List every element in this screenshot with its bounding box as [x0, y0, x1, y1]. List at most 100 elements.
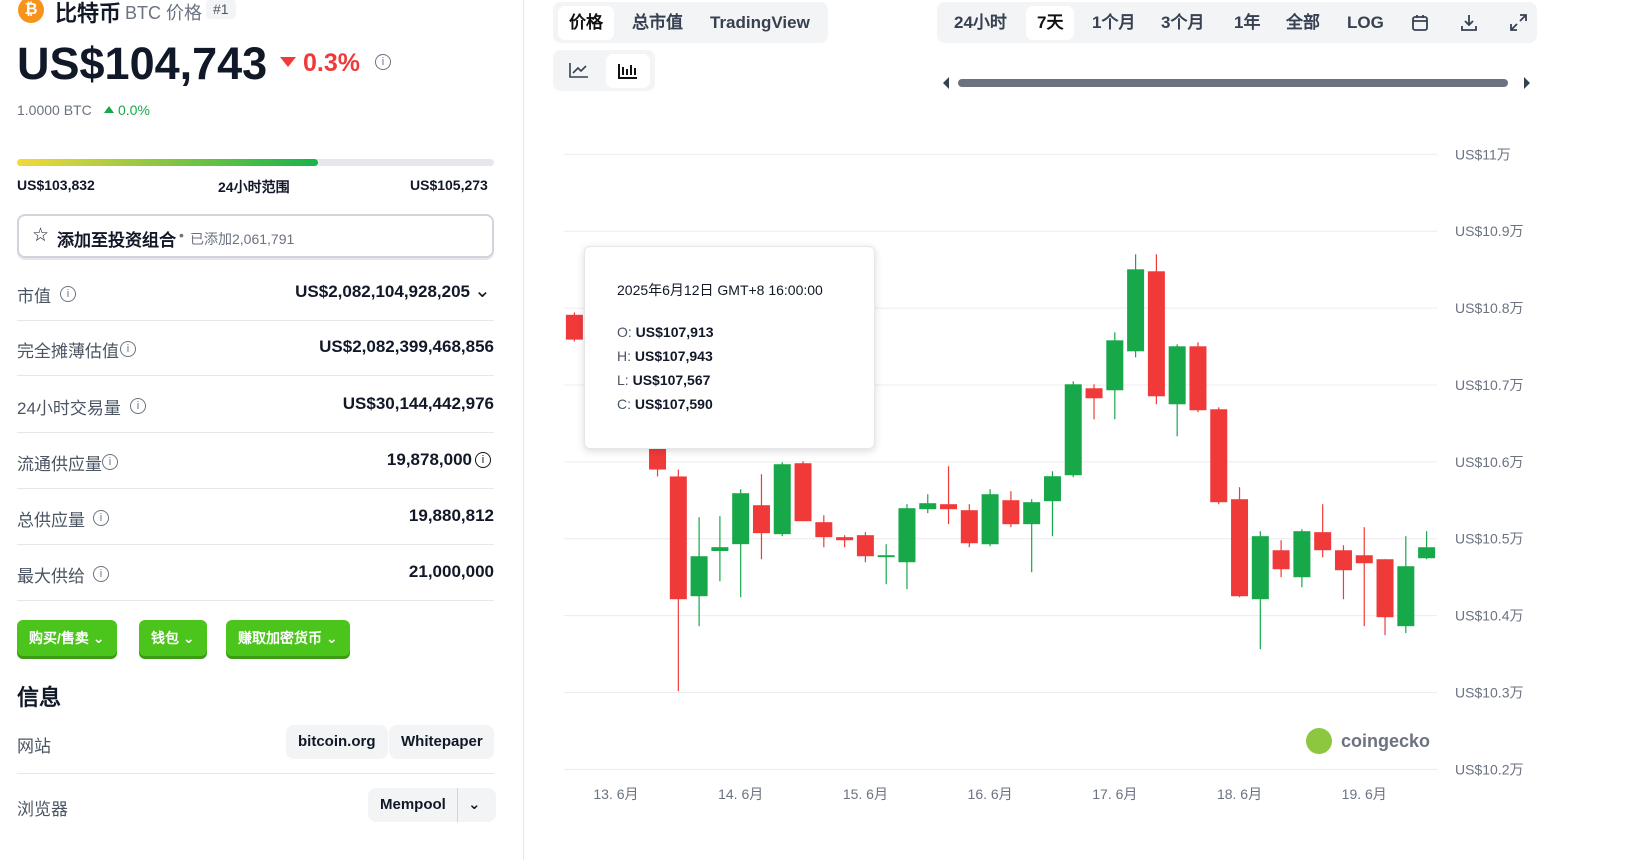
price-chart: US$10.2万 US$10.3万 US$10.4万 US$10.5万 US$10.6万…: [564, 146, 1523, 802]
earn-button[interactable]: 赚取加密货币 ⌄: [226, 620, 350, 656]
stat-label: 流通供应量: [17, 455, 102, 474]
tooltip-key: H:: [617, 348, 631, 364]
separator: [17, 600, 494, 601]
website-label: 网站: [17, 737, 51, 756]
info-icon[interactable]: i: [102, 454, 118, 470]
candle-body: [1397, 566, 1415, 627]
stat-label: 市值: [17, 287, 51, 306]
candle-body: [732, 493, 750, 545]
x-tick-label: 18. 6月: [1217, 786, 1262, 802]
candle-body: [1272, 550, 1290, 570]
stat-value: 21,000,000: [408, 562, 494, 581]
download-icon[interactable]: [1461, 14, 1477, 31]
separator: [17, 544, 494, 545]
info-icon[interactable]: i: [93, 510, 109, 526]
wallet-button[interactable]: 钱包 ⌄: [139, 620, 207, 656]
link-label: Mempool: [380, 796, 446, 813]
btc-price: 1.0000 BTC: [17, 102, 92, 118]
range-tab[interactable]: 1个月: [1092, 13, 1136, 32]
info-icon[interactable]: i: [375, 54, 391, 70]
candle-body: [1127, 269, 1145, 352]
stat-label: 总供应量: [17, 511, 85, 530]
stat-label: 完全摊薄估值: [17, 342, 119, 361]
tooltip-value: US$107,943: [634, 348, 713, 364]
tab[interactable]: TradingView: [710, 13, 810, 32]
tooltip-key: L:: [617, 372, 629, 388]
candle-body: [1418, 547, 1436, 559]
link-button[interactable]: Whitepaper: [389, 725, 494, 759]
range-tab[interactable]: 7天: [1026, 6, 1075, 40]
range-tab[interactable]: LOG: [1347, 13, 1384, 32]
stat-value: 19,878,000: [386, 450, 472, 469]
info-icon[interactable]: i: [60, 286, 76, 302]
info-icon[interactable]: i: [93, 566, 109, 582]
tooltip-key: O:: [617, 324, 632, 340]
tooltip-title: 2025年6月12日 GMT+8 16:00:00: [617, 282, 823, 298]
range-tabs: 24小时 7天 1个月 3个月 1年 全部 LOG: [937, 2, 1537, 43]
info-icon[interactable]: i: [475, 452, 491, 468]
separator: [17, 320, 494, 321]
range-tab[interactable]: 全部: [1286, 13, 1320, 32]
line-icon[interactable]: [569, 62, 589, 78]
range-tab[interactable]: 24小时: [954, 13, 1007, 32]
expand-icon[interactable]: ⌄: [474, 280, 491, 302]
buy-sell-button[interactable]: 购买/售卖 ⌄: [17, 620, 117, 656]
up-arrow: [104, 106, 114, 113]
button-label: 赚取加密货币: [238, 630, 322, 646]
chart-tabs: 价格 总市值 TradingView: [553, 2, 828, 43]
info-title: 信息: [17, 685, 62, 710]
candle-body: [960, 510, 978, 544]
calendar-icon[interactable]: [1412, 14, 1428, 31]
y-tick-label: US$10.3万: [1455, 684, 1523, 700]
y-tick-label: US$11万: [1455, 146, 1511, 162]
candle-body: [981, 494, 999, 545]
btc-change: 0.0%: [118, 102, 150, 118]
tooltip-row: O: US$107,913: [617, 324, 714, 340]
range-tab[interactable]: 1年: [1234, 13, 1261, 32]
candle-body: [1023, 502, 1041, 525]
y-tick-label: US$10.6万: [1455, 454, 1523, 470]
candle-body: [877, 555, 895, 558]
tab[interactable]: 价格: [558, 6, 614, 40]
portfolio-button[interactable]: ☆ 添加至投资组合 • 已添加2,061,791: [17, 214, 494, 258]
stat-value: US$2,082,104,928,205: [295, 282, 470, 301]
candle-body: [1314, 532, 1332, 551]
y-tick-label: US$10.4万: [1455, 608, 1523, 624]
candle-body: [1147, 271, 1165, 397]
y-tick-label: US$10.8万: [1455, 300, 1523, 316]
candle-toggle[interactable]: [606, 54, 650, 88]
candle-body: [690, 556, 708, 597]
x-tick-label: 19. 6月: [1342, 786, 1387, 802]
tooltip-value: US$107,567: [632, 372, 711, 388]
candle-body: [1106, 340, 1124, 391]
candle-body: [752, 505, 770, 534]
stat-value: US$30,144,442,976: [342, 394, 494, 413]
scrollbar[interactable]: [940, 74, 1540, 92]
tab[interactable]: 总市值: [632, 13, 683, 32]
info-icon[interactable]: i: [120, 341, 136, 357]
range-low: US$103,832: [17, 177, 95, 193]
range-fill: [17, 159, 318, 166]
divider: [523, 0, 524, 860]
candle-body: [1231, 499, 1249, 597]
candle-body: [1293, 531, 1311, 578]
candle-body: [1064, 384, 1082, 476]
range-tab[interactable]: 3个月: [1161, 13, 1205, 32]
coingecko-logo: [1306, 728, 1332, 754]
candle-body: [836, 537, 854, 541]
portfolio-label: 添加至投资组合: [57, 231, 176, 250]
info-icon[interactable]: i: [130, 398, 146, 414]
x-tick-label: 16. 6月: [968, 786, 1013, 802]
candle-body: [940, 504, 958, 510]
expand-icon[interactable]: [1510, 14, 1527, 31]
y-tick-label: US$10.7万: [1455, 377, 1523, 393]
candle-body: [1376, 559, 1394, 618]
link-button[interactable]: bitcoin.org: [286, 725, 388, 759]
dropdown-icon: ⌄: [457, 788, 481, 822]
candle-body: [1085, 388, 1103, 399]
coin-name: 比特币: [55, 1, 122, 26]
chart-style-toggle: [553, 50, 655, 91]
explorer-button[interactable]: Mempool ⌄: [368, 788, 496, 822]
y-tick-label: US$10.5万: [1455, 531, 1523, 547]
separator: [17, 375, 494, 376]
